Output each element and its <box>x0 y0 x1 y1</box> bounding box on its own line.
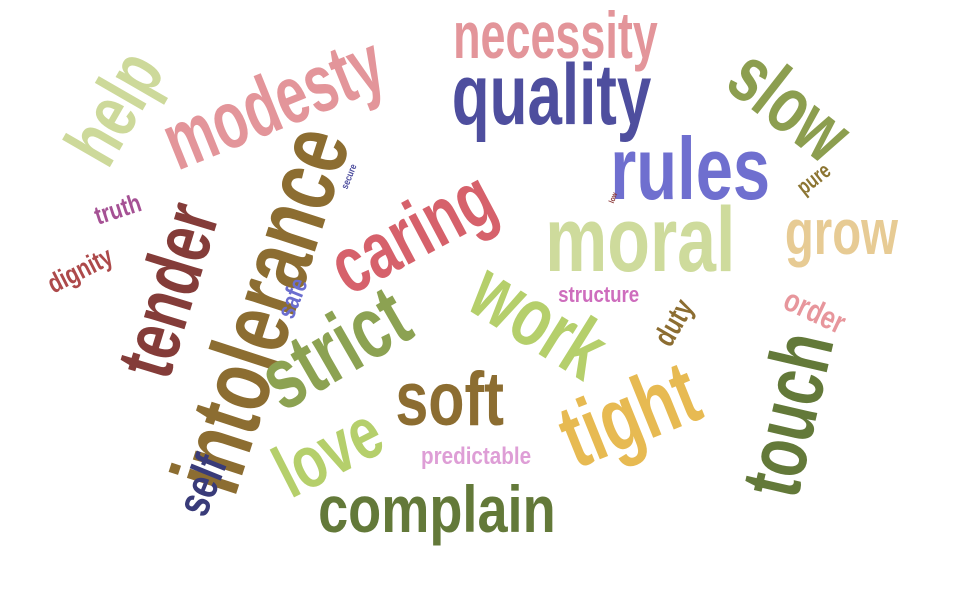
word-truth: truth <box>90 187 145 231</box>
word-structure: structure <box>558 282 640 307</box>
word-rules: rules <box>610 119 771 218</box>
word-complain: complain <box>318 472 556 546</box>
word-grow: grow <box>784 196 899 268</box>
word-quality: quality <box>451 47 652 143</box>
word-dignity: dignity <box>42 241 118 300</box>
word-predictable: predictable <box>420 443 532 470</box>
word-soft: soft <box>395 357 504 442</box>
word-touch: touch <box>723 323 852 505</box>
word-necessity: necessity <box>453 0 658 72</box>
word-moral: moral <box>545 189 736 291</box>
word-help: help <box>48 36 181 180</box>
